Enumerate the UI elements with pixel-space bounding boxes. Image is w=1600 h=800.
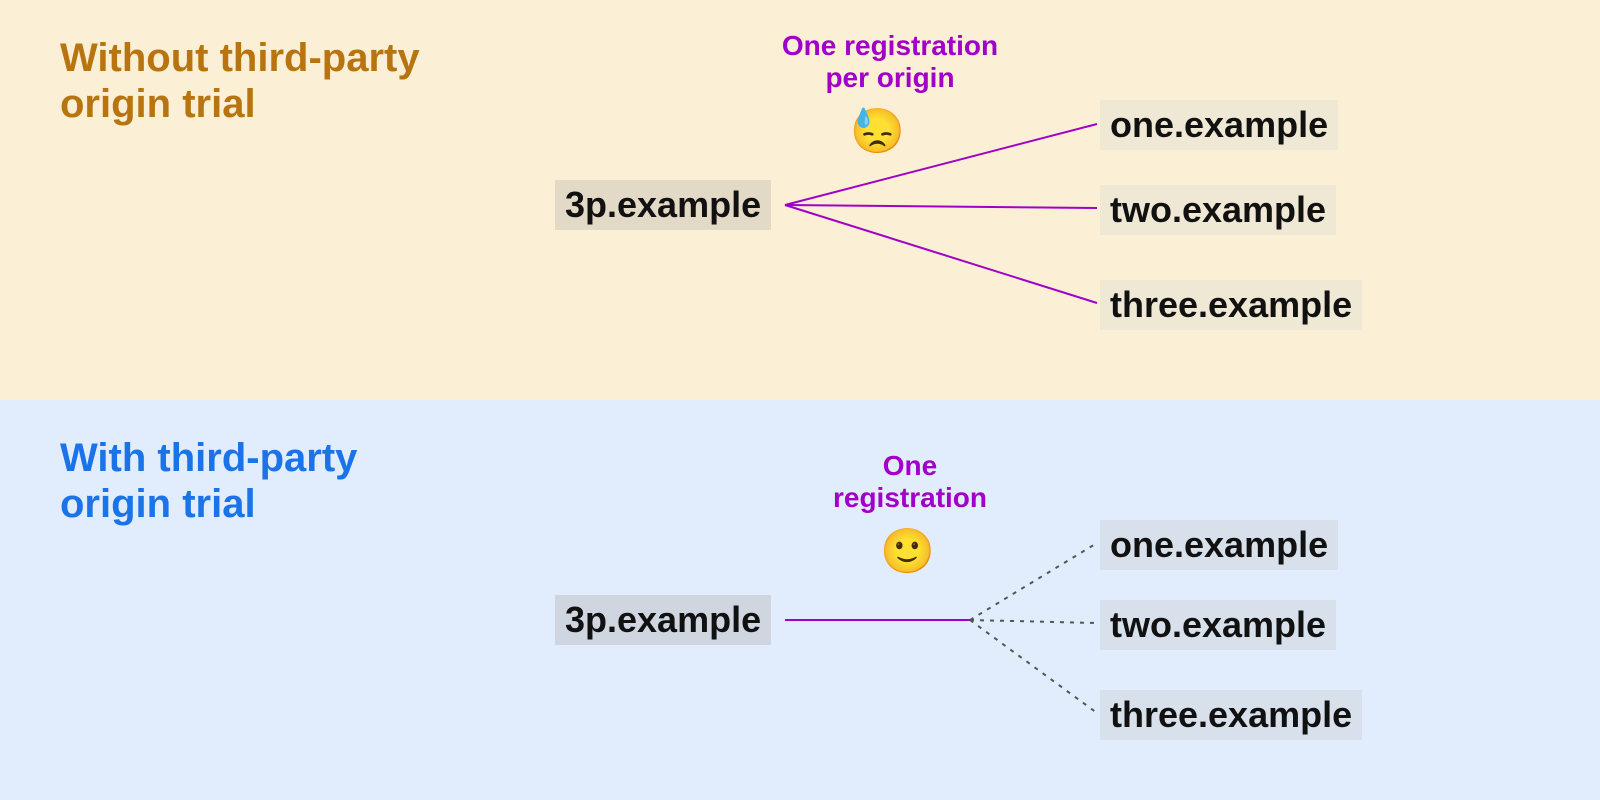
panel-without: Without third-party origin trial One regi… <box>0 0 1600 400</box>
panel-title-without: Without third-party origin trial <box>60 35 420 127</box>
target-node-without-1: two.example <box>1100 185 1336 235</box>
source-node-with: 3p.example <box>555 595 771 645</box>
panel-with: With third-party origin trial One registr… <box>0 400 1600 800</box>
target-node-with-0: one.example <box>1100 520 1338 570</box>
target-node-without-2: three.example <box>1100 280 1362 330</box>
target-node-with-1: two.example <box>1100 600 1336 650</box>
emoji-with: 🙂 <box>880 525 935 577</box>
note-with: One registration <box>800 450 1020 514</box>
target-node-without-0: one.example <box>1100 100 1338 150</box>
target-node-with-2: three.example <box>1100 690 1362 740</box>
source-node-without: 3p.example <box>555 180 771 230</box>
emoji-without: 😓 <box>850 105 905 157</box>
panel-title-with: With third-party origin trial <box>60 435 357 527</box>
note-without: One registration per origin <box>740 30 1040 94</box>
